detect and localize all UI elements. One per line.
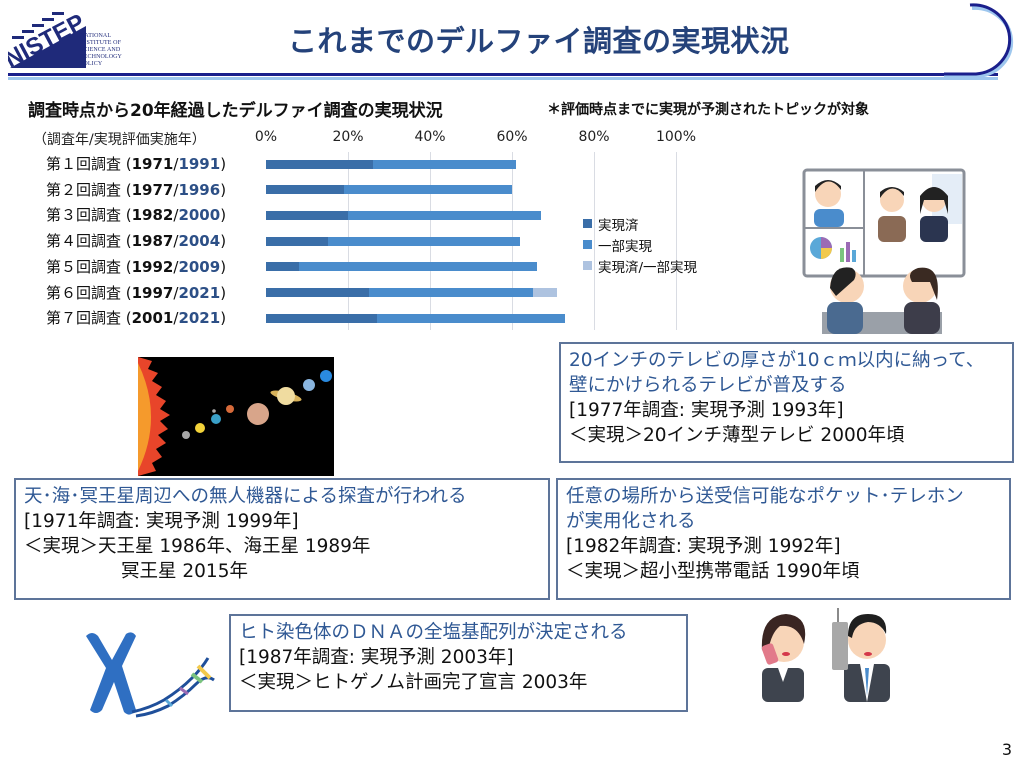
- bar-segment: [372, 159, 517, 169]
- header-arc-decoration: [944, 3, 1014, 78]
- gridline: [594, 152, 595, 330]
- card-pocket-phone: 任意の場所から送受信可能なポケット･テレホン が実用化される [1982年調査:…: [556, 478, 1011, 600]
- page-title: これまでのデルファイ調査の実現状況: [288, 24, 790, 58]
- bar-segment: [376, 313, 566, 323]
- card-dna: ヒト染色体のＤＮＡの全塩基配列が決定される [1987年調査: 実現予測 200…: [229, 614, 688, 712]
- row-label: 第５回調査 (1992/2009): [46, 257, 227, 276]
- legend-item-mixed: 実現済/一部実現: [583, 255, 697, 276]
- legend-swatch-mixed: [583, 261, 592, 270]
- legend-item-done: 実現済: [583, 213, 697, 234]
- row-axis-label: （調査年/実現評価実施年）: [33, 132, 206, 148]
- chromosome-dna-icon: [86, 632, 215, 718]
- x-tick-label: 80%: [578, 129, 610, 145]
- row-label: 第６回調査 (1997/2021): [46, 283, 227, 302]
- video-meeting-illustration: [802, 168, 966, 334]
- bar-segment: [266, 313, 377, 323]
- x-tick-label: 20%: [332, 129, 364, 145]
- row-label: 第４回調査 (1987/2004): [46, 232, 227, 251]
- nistep-logo: NISTEP: [8, 9, 89, 74]
- chart-note: ＊評価時点までに実現が予測されたトピックが対象: [547, 102, 869, 118]
- header-divider-accent: [8, 77, 998, 80]
- card-tv: 20インチのテレビの厚さが10ｃｍ以内に納って、 壁にかけられるテレビが普及する…: [559, 342, 1014, 463]
- bar-segment: [343, 185, 512, 195]
- bar-segment: [266, 159, 373, 169]
- bar-segment: [266, 210, 348, 220]
- bar-segment: [532, 288, 558, 297]
- row-label: 第２回調査 (1977/1996): [46, 180, 227, 199]
- row-label: 第１回調査 (1971/1991): [46, 155, 227, 173]
- header-divider: [8, 73, 998, 76]
- chart-legend: 実現済 一部実現 実現済/一部実現: [583, 213, 697, 276]
- bar-segment: [368, 288, 533, 297]
- x-tick-label: 100%: [655, 129, 697, 145]
- page-number: 3: [1001, 740, 1012, 759]
- legend-item-partial: 一部実現: [583, 234, 697, 255]
- x-tick-label: 0%: [254, 129, 278, 145]
- legend-swatch-done: [583, 219, 592, 228]
- bar-segment: [327, 236, 521, 246]
- logo-subtitle: NATIONAL INSTITUTE OF SCIENCE AND TECHNO…: [80, 33, 122, 67]
- legend-swatch-partial: [583, 240, 592, 249]
- x-tick-label: 40%: [414, 129, 446, 145]
- row-label: 第３回調査 (1982/2000): [46, 206, 227, 225]
- row-label: 第７回調査 (2001/2021): [46, 309, 227, 328]
- solar-system-illustration: [138, 357, 334, 476]
- bar-segment: [298, 262, 537, 272]
- gridline: [676, 152, 677, 330]
- phone-callers-illustration: [761, 608, 890, 702]
- bar-segment: [266, 236, 328, 246]
- bar-segment: [266, 262, 299, 272]
- chart-title: 調査時点から20年経過したデルファイ調査の実現状況: [28, 101, 443, 121]
- bar-segment: [266, 288, 369, 297]
- card-space-exploration: 天･海･冥王星周辺への無人機器による探査が行われる [1971年調査: 実現予測…: [14, 478, 550, 600]
- x-tick-label: 60%: [496, 129, 528, 145]
- bar-segment: [266, 185, 344, 195]
- bar-segment: [348, 210, 541, 220]
